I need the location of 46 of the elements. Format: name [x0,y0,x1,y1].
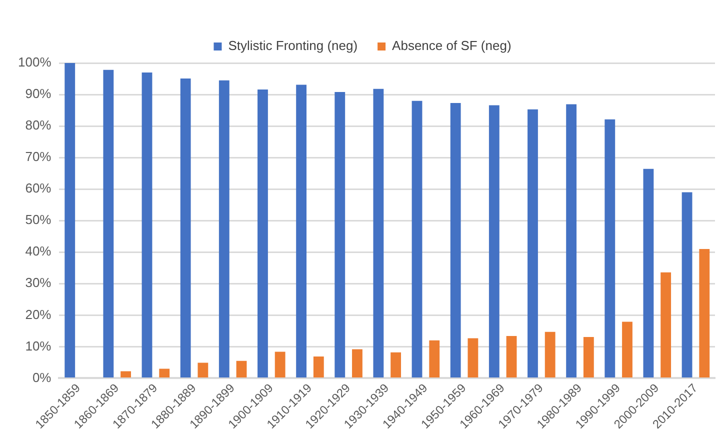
legend-label: Stylistic Fronting (neg) [228,38,358,54]
bar [390,352,402,378]
bar [468,338,478,378]
bar [142,72,152,378]
bar [64,63,76,378]
bar [699,248,710,378]
y-tick-label: 90% [25,86,52,102]
bar [236,360,247,378]
bar [258,89,268,378]
bar [103,70,114,378]
bar [352,349,362,378]
y-tick-label: 20% [25,306,52,322]
bar [120,371,131,378]
y-tick-label: 10% [25,338,52,354]
y-tick-label: 0% [32,370,52,385]
bar [528,109,538,378]
y-tick-label: 30% [25,275,52,290]
bar [622,322,632,378]
bar [218,80,230,378]
bar [660,272,672,378]
bar [180,78,191,378]
bar [274,352,286,378]
bar [198,362,208,378]
y-tick-label: 80% [25,118,52,133]
bar [488,105,500,378]
bar [583,336,594,378]
bar [159,368,170,378]
bar [373,88,384,378]
bar [544,332,556,378]
bar [450,103,461,378]
y-tick-label: 40% [25,244,52,259]
y-tick-label: 70% [25,149,52,164]
bar [566,104,577,378]
bar [506,336,517,378]
bar [604,119,616,378]
legend-label: Absence of SF (neg) [392,38,512,54]
bar [334,92,346,378]
bar [643,168,654,378]
bar [313,356,324,378]
y-tick-label: 100% [18,54,52,70]
bar [429,340,440,378]
bar [682,192,692,378]
bar [412,100,422,378]
y-tick-label: 60% [25,180,52,196]
y-tick-label: 50% [25,212,52,228]
bar [296,84,307,378]
